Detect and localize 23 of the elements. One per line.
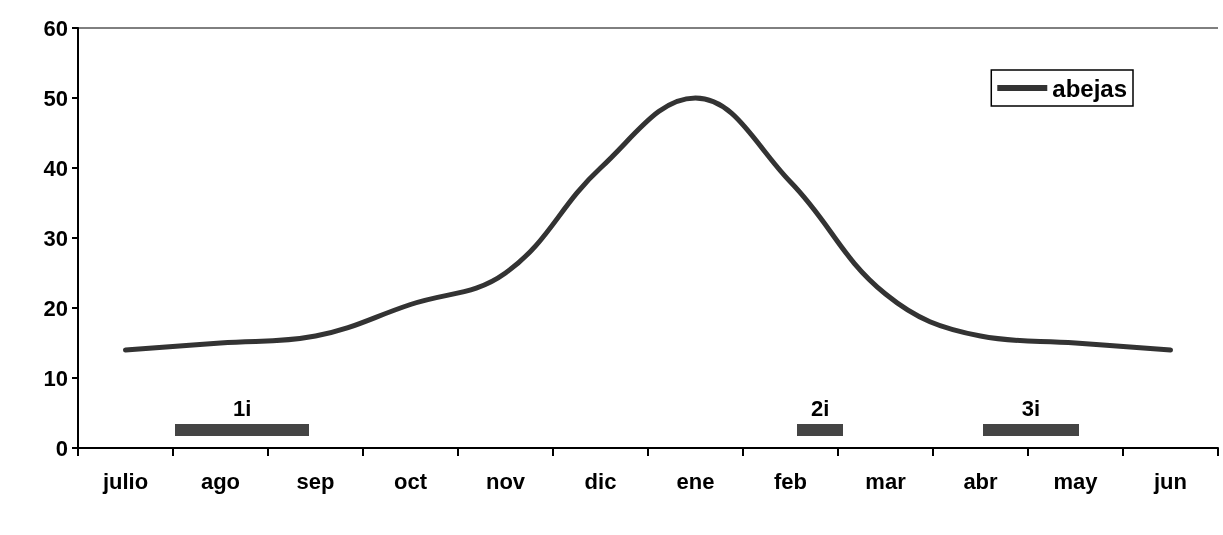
y-tick-label: 10 bbox=[43, 365, 68, 391]
x-tick-label: sep bbox=[296, 468, 335, 494]
y-tick-label: 20 bbox=[43, 295, 68, 321]
x-tick-label: jun bbox=[1153, 468, 1187, 494]
x-tick-label: ago bbox=[200, 468, 241, 494]
x-tick-label: abr bbox=[963, 468, 999, 494]
x-tick-label: mar bbox=[865, 468, 907, 494]
annotation: 2i bbox=[810, 396, 830, 422]
x-tick-label: ene bbox=[676, 468, 715, 494]
y-tick-label: 40 bbox=[43, 155, 68, 181]
y-tick-label: 0 bbox=[55, 435, 68, 461]
y-tick-label: 50 bbox=[43, 85, 68, 111]
x-tick-label: julio bbox=[101, 468, 149, 494]
annotation: 1i bbox=[232, 396, 252, 422]
y-tick-label: 60 bbox=[43, 15, 68, 41]
legend-label: abejas bbox=[1052, 74, 1127, 102]
x-tick-label: oct bbox=[394, 468, 428, 494]
x-tick-label: may bbox=[1053, 468, 1099, 494]
x-tick-label: dic bbox=[584, 468, 617, 494]
annotation: 3i bbox=[1021, 396, 1041, 422]
x-tick-label: feb bbox=[774, 468, 807, 494]
y-tick-label: 30 bbox=[43, 225, 68, 251]
x-tick-label: nov bbox=[485, 468, 526, 494]
